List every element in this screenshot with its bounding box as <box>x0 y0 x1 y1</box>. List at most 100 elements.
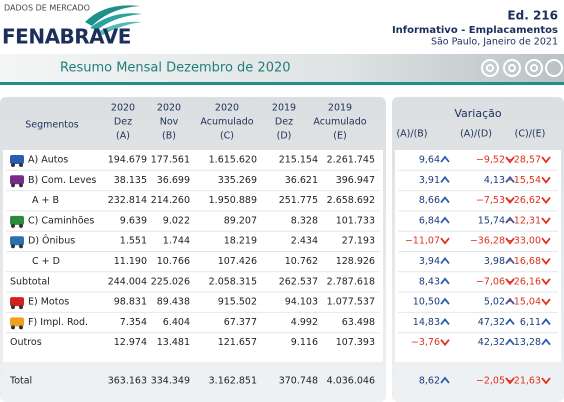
brand-tagline: DADOS DE MERCADO <box>4 4 90 13</box>
segment-icon-wheel <box>11 305 15 310</box>
cell-value: 98.831 <box>114 297 147 308</box>
variation-value: 42,32 <box>478 337 505 348</box>
segment-label: C) Caminhões <box>28 215 94 226</box>
banner-icons <box>481 59 563 77</box>
column-header: 2020 <box>111 103 135 114</box>
segment-icon-wheel <box>11 244 15 249</box>
cell-value: 1.551 <box>120 236 147 247</box>
cell-value: 11.190 <box>114 256 147 267</box>
segment-label: E) Motos <box>28 297 69 308</box>
cell-value: 2.058.315 <box>209 276 257 287</box>
cell-value: 36.621 <box>285 175 318 186</box>
column-header: 2019 <box>328 103 352 114</box>
brand: FENABRAVE <box>2 25 131 49</box>
segment-icon <box>10 236 24 246</box>
cell-value: 177.561 <box>151 155 190 166</box>
cell-value: 89.438 <box>157 297 190 308</box>
banner-rule <box>0 82 564 85</box>
variation-arrow <box>541 156 551 164</box>
cell-value: 194.679 <box>108 155 147 166</box>
variation-arrow <box>541 197 551 205</box>
variation-value: 3,94 <box>419 256 440 267</box>
segment-icon-wheel <box>11 325 15 330</box>
variation-value: −36,28 <box>470 236 505 247</box>
variation-value: −15,04 <box>506 297 541 308</box>
segment-label: B) Com. Leves <box>28 175 96 186</box>
place-date: São Paulo, Janeiro de 2021 <box>431 37 558 48</box>
cell-value: 121.657 <box>218 337 257 348</box>
variation-arrow <box>440 196 450 204</box>
segment-icon <box>10 215 24 225</box>
variation-value: 14,83 <box>413 317 440 328</box>
variation-header: (A)/(B) <box>396 129 427 140</box>
variation-value: −33,00 <box>506 236 541 247</box>
cell-value: 244.004 <box>108 276 147 287</box>
cell-value: 225.026 <box>151 276 190 287</box>
variation-arrow <box>440 237 450 245</box>
variation-arrow <box>505 216 515 224</box>
variation-value: −7,06 <box>476 276 505 287</box>
variation-arrow <box>440 175 450 183</box>
cell-value: 251.775 <box>279 195 318 206</box>
cell-value: 3.162.851 <box>209 376 257 387</box>
cell-value: 2.658.692 <box>327 195 375 206</box>
variation-arrow <box>505 377 515 385</box>
cell-value: 101.733 <box>336 215 375 226</box>
variation-value: 3,98 <box>484 256 505 267</box>
variation-value: −15,54 <box>506 175 541 186</box>
cell-value: 8.328 <box>291 215 318 226</box>
variation-body <box>395 150 561 362</box>
cell-value: 1.744 <box>163 236 190 247</box>
cell-value: 262.537 <box>279 276 318 287</box>
cell-value: 1.950.889 <box>209 195 257 206</box>
variation-value: 9,64 <box>419 155 440 166</box>
variation-value: 4,13 <box>484 175 505 186</box>
variation-arrow <box>440 216 450 224</box>
variation-arrow <box>440 297 450 305</box>
variation-value: 5,02 <box>484 297 505 308</box>
cell-value: 63.498 <box>342 317 375 328</box>
banner-title: Resumo Mensal Dezembro de 2020 <box>60 61 291 76</box>
table-body <box>3 150 383 362</box>
segment-icon-wheel <box>11 223 15 228</box>
segment-label: Total <box>9 376 32 387</box>
cell-value: 128.926 <box>336 256 375 267</box>
segment-label: D) Ônibus <box>28 235 75 247</box>
variation-value: −9,52 <box>476 155 505 166</box>
variation-arrow <box>541 377 551 385</box>
variation-value: −28,57 <box>506 155 541 166</box>
publication: Informativo - Emplacamentos <box>392 25 558 36</box>
cell-value: 232.814 <box>108 195 147 206</box>
cell-value: 9.116 <box>291 337 318 348</box>
column-header: 2020 <box>215 103 239 114</box>
variation-arrow <box>541 317 551 325</box>
segment-icon-wheel <box>19 325 23 330</box>
variation-value: 3,91 <box>419 175 440 186</box>
variation-arrow <box>541 217 551 225</box>
segment-icon <box>10 175 24 185</box>
variation-value: 15,74 <box>478 215 505 226</box>
variation-value: −26,62 <box>506 195 541 206</box>
column-header: (C) <box>220 131 234 142</box>
variation-arrow <box>505 197 515 205</box>
variation-arrow <box>440 376 450 384</box>
segment-header: Segmentos <box>25 120 79 131</box>
cell-value: 214.260 <box>151 195 190 206</box>
variation-value: −16,68 <box>506 256 541 267</box>
variation-value: −2,05 <box>476 376 505 387</box>
variation-title: Variação <box>454 107 502 120</box>
segment-icon <box>10 317 24 327</box>
segment-icon-wheel <box>19 305 23 310</box>
variation-value: 6,84 <box>419 215 440 226</box>
variation-arrow <box>440 257 450 265</box>
variation-value: −3,76 <box>411 337 440 348</box>
variation-arrow <box>541 278 551 286</box>
column-header: (E) <box>333 131 346 142</box>
variation-arrow <box>541 237 551 245</box>
cell-value: 2.787.618 <box>327 276 375 287</box>
cell-value: 18.219 <box>224 236 257 247</box>
variation-header: (A)/(D) <box>460 129 492 140</box>
segment-label: F) Impl. Rod. <box>28 317 88 328</box>
cell-value: 94.103 <box>285 297 318 308</box>
